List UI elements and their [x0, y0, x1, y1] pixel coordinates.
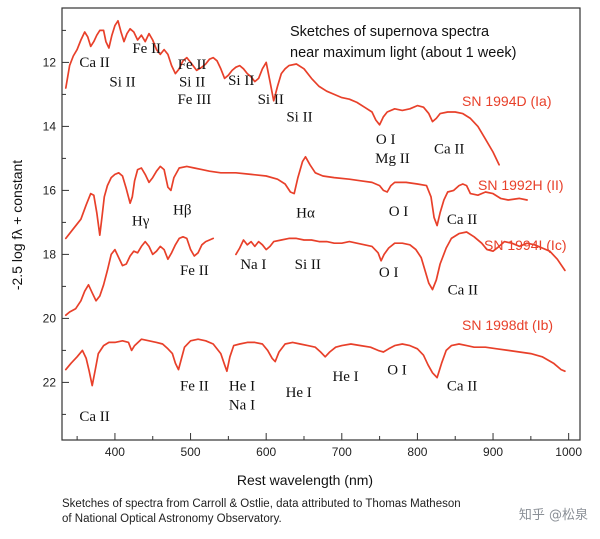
figure-caption: Sketches of spectra from Carroll & Ostli… — [62, 497, 502, 527]
line-feature-label: He I — [332, 369, 358, 385]
y-tick-label: 22 — [43, 375, 57, 389]
chart-title-line-2: near maximum light (about 1 week) — [290, 45, 516, 61]
x-tick-label: 700 — [332, 445, 352, 459]
line-feature-label: Na I — [229, 398, 255, 414]
x-tick-label: 500 — [181, 445, 201, 459]
chart-title-line-1: Sketches of supernova spectra — [290, 24, 490, 40]
line-feature-label: O I — [376, 132, 396, 148]
line-feature-label: He I — [286, 385, 312, 401]
line-feature-label: Hα — [296, 206, 315, 222]
spectrum-line-3-segment-1 — [64, 235, 215, 317]
x-tick-label: 400 — [105, 445, 125, 459]
line-feature-label: O I — [379, 265, 399, 281]
line-feature-label: O I — [387, 362, 407, 378]
line-feature-label: Fe II — [180, 378, 209, 394]
line-feature-label: Hγ — [132, 214, 150, 230]
line-feature-label: Ca II — [447, 378, 477, 394]
x-axis-label: Rest wavelength (nm) — [237, 472, 373, 488]
caption-line-2: of National Optical Astronomy Observator… — [62, 513, 282, 525]
line-feature-label: Fe II — [178, 57, 207, 73]
line-feature-label: Mg II — [375, 151, 410, 167]
watermark: 知乎 @松泉 — [518, 508, 588, 523]
series-name-label: SN 1994I (Ic) — [484, 237, 566, 253]
y-tick-label: 18 — [43, 247, 57, 261]
x-tick-label: 600 — [256, 445, 276, 459]
line-feature-label: Si II — [258, 92, 284, 108]
caption-line-1: Sketches of spectra from Carroll & Ostli… — [62, 498, 461, 510]
series-name-label: SN 1998dt (Ib) — [462, 317, 553, 333]
line-feature-label: Na I — [240, 257, 266, 273]
line-feature-label: O I — [389, 204, 409, 220]
series-name-label: SN 1992H (II) — [478, 177, 564, 193]
line-feature-label: Fe III — [177, 92, 211, 108]
y-tick-label: 16 — [43, 183, 57, 197]
spectrum-line-3-segment-2 — [235, 231, 566, 291]
x-tick-label: 900 — [483, 445, 503, 459]
plot-frame — [61, 7, 581, 441]
line-feature-label: Ca II — [448, 282, 478, 298]
y-tick-label: 14 — [43, 119, 57, 133]
spectrum-line-1-segment-1 — [64, 19, 500, 166]
line-feature-label: Hβ — [173, 202, 191, 218]
line-feature-label: Si II — [228, 73, 254, 89]
line-feature-label: Si II — [109, 74, 135, 90]
y-tick-label: 20 — [43, 311, 57, 325]
line-feature-label: Ca II — [79, 55, 109, 71]
spectrum-line-4-segment-1 — [64, 338, 566, 387]
line-feature-label: Ca II — [79, 409, 109, 425]
line-feature-label: Si II — [286, 110, 312, 126]
line-feature-label: Si II — [179, 74, 205, 90]
line-feature-label: Si II — [295, 257, 321, 273]
line-feature-label: Fe II — [180, 263, 209, 279]
y-tick-label: 12 — [43, 55, 57, 69]
x-tick-label: 1000 — [555, 445, 582, 459]
line-feature-label: Fe II — [132, 41, 161, 57]
line-feature-label: Ca II — [447, 212, 477, 228]
line-feature-label: He I — [229, 378, 255, 394]
spectrum-line-2-segment-1 — [64, 155, 528, 240]
x-tick-label: 800 — [407, 445, 427, 459]
series-name-label: SN 1994D (Ia) — [462, 93, 551, 109]
y-axis-label: -2.5 log fλ + constant — [9, 160, 25, 290]
line-feature-label: Ca II — [434, 142, 464, 158]
